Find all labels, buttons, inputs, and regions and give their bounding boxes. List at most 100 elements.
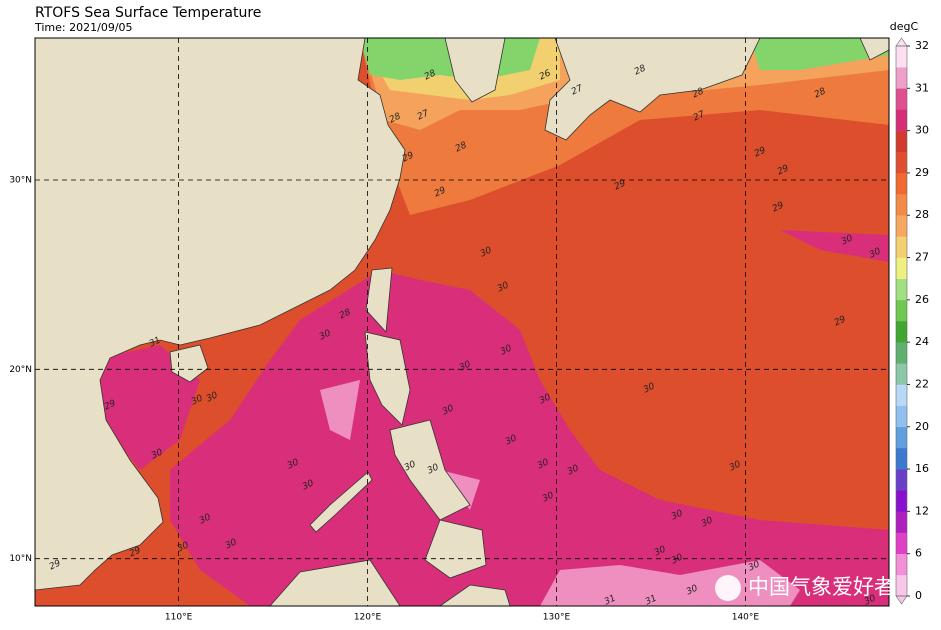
contour-label: 30 xyxy=(479,245,494,259)
colorbar-band xyxy=(896,46,907,68)
contour-label: 30 xyxy=(403,459,418,473)
colorbar-tick-label: 32 xyxy=(915,39,929,52)
contour-label: 30 xyxy=(538,392,553,406)
map-frame xyxy=(34,37,890,607)
colorbar-band xyxy=(896,172,907,195)
contour-label: 30 xyxy=(301,478,316,492)
contour-label: 30 xyxy=(496,280,511,294)
colorbar-band xyxy=(896,574,907,597)
y-tick-label: 20°N xyxy=(9,365,32,375)
colorbar-band xyxy=(896,194,907,216)
contour-label: 30 xyxy=(224,537,239,551)
colorbar-tick-label: 0 xyxy=(915,589,922,602)
colorbar-band xyxy=(896,363,907,385)
contour-label: 30 xyxy=(286,457,301,471)
colorbar-band xyxy=(896,257,907,279)
title: RTOFS Sea Surface Temperature xyxy=(35,5,261,21)
colorbar-band xyxy=(896,469,907,491)
colorbar-tick-label: 31 xyxy=(915,81,929,94)
contour-label: 31 xyxy=(603,594,618,608)
contour-label: 30 xyxy=(504,433,519,447)
contour-label: 30 xyxy=(670,552,685,566)
colorbar-band xyxy=(896,532,907,554)
contour-label: 27 xyxy=(570,83,585,97)
subtitle: Time: 2021/09/05 xyxy=(34,21,133,34)
colorbar-bottom xyxy=(895,595,908,605)
colorbar-band xyxy=(896,278,907,301)
contour-label: 30 xyxy=(566,463,581,477)
colorbar-tick-label: 29 xyxy=(915,166,929,179)
contour-label: 29 xyxy=(401,150,416,164)
colorbar-band xyxy=(896,130,907,153)
contour-label: 30 xyxy=(426,462,441,476)
watermark: 中国气象爱好者 xyxy=(748,575,895,599)
colorbar-unit: degC xyxy=(890,20,919,33)
contour-label: 28 xyxy=(338,307,353,321)
land xyxy=(35,38,889,606)
colorbar-band xyxy=(896,426,907,449)
contour-label: 30 xyxy=(198,512,213,526)
contour-label: 30 xyxy=(205,390,220,404)
colorbar-frame xyxy=(895,45,908,597)
colorbar: 0 6 12 16 20 22 24 26 27 28 29 30 31 32 xyxy=(895,37,929,605)
contour-label: 30 xyxy=(458,359,473,373)
warm-pool xyxy=(170,270,889,606)
contour-label: 30 xyxy=(685,583,700,597)
contour-label: 28 xyxy=(423,68,438,82)
contour-label: 27 xyxy=(416,108,431,122)
wechat-icon xyxy=(715,575,741,601)
contour-label: 31 xyxy=(148,336,163,350)
contour-label: 30 xyxy=(653,544,668,558)
y-tick-label: 30°N xyxy=(9,176,32,186)
contour-label: 29 xyxy=(48,558,63,572)
y-tick-label: 10°N xyxy=(9,554,32,564)
colorbar-band xyxy=(896,299,907,322)
contour-label: 29 xyxy=(433,185,448,199)
contour-label: 30 xyxy=(670,508,685,522)
axis: 110°E 120°E 130°E 140°E 10°N 20°N 30°N xyxy=(9,176,759,623)
x-tick-label: 130°E xyxy=(543,613,571,623)
colorbar-tick-label: 16 xyxy=(915,462,929,475)
contour-label: 30 xyxy=(536,457,551,471)
band xyxy=(750,38,889,70)
contour-label: 30 xyxy=(868,246,883,260)
contour-label: 30 xyxy=(499,343,514,357)
contour-label: 30 xyxy=(840,233,855,247)
contour-label: 27 xyxy=(692,109,707,123)
colorbar-band xyxy=(896,151,907,174)
colorbar-tick-label: 20 xyxy=(915,420,929,433)
contour-label: 29 xyxy=(771,200,786,214)
contour-label: 30 xyxy=(700,515,715,529)
colorbar-band xyxy=(896,447,907,470)
contour-label: 30 xyxy=(176,540,191,554)
contour-label: 29 xyxy=(833,314,848,328)
colorbar-tick-label: 24 xyxy=(915,335,929,348)
contour-label: 31 xyxy=(644,594,659,608)
colorbar-tick-label: 6 xyxy=(915,547,922,560)
colorbar-tick-label: 30 xyxy=(915,124,929,137)
contour-label: 30 xyxy=(318,328,333,342)
colorbar-band xyxy=(896,321,907,343)
warm-pool xyxy=(780,230,889,262)
contour-label: 30 xyxy=(642,381,657,395)
contour-label: 28 xyxy=(454,140,469,154)
contour-label: 26 xyxy=(538,68,553,82)
contour-label: 28 xyxy=(388,111,403,125)
colorbar-tick-label: 28 xyxy=(915,208,929,221)
contour-label: 30 xyxy=(150,447,165,461)
contour-label: 30 xyxy=(747,559,762,573)
contour-label: 29 xyxy=(776,163,791,177)
colorbar-tick-label: 26 xyxy=(915,293,929,306)
contour-label: 29 xyxy=(753,145,768,159)
contour-label: 30 xyxy=(863,593,878,607)
contour-label: 30 xyxy=(728,459,743,473)
contour-label: 30 xyxy=(190,393,205,407)
contour-label: 28 xyxy=(691,86,706,100)
colorbar-tick-label: 27 xyxy=(915,251,929,264)
watermark-group: 中国气象爱好者 xyxy=(715,575,895,601)
graticule xyxy=(35,38,889,606)
colorbar-band xyxy=(896,215,907,237)
x-tick-label: 120°E xyxy=(354,613,382,623)
